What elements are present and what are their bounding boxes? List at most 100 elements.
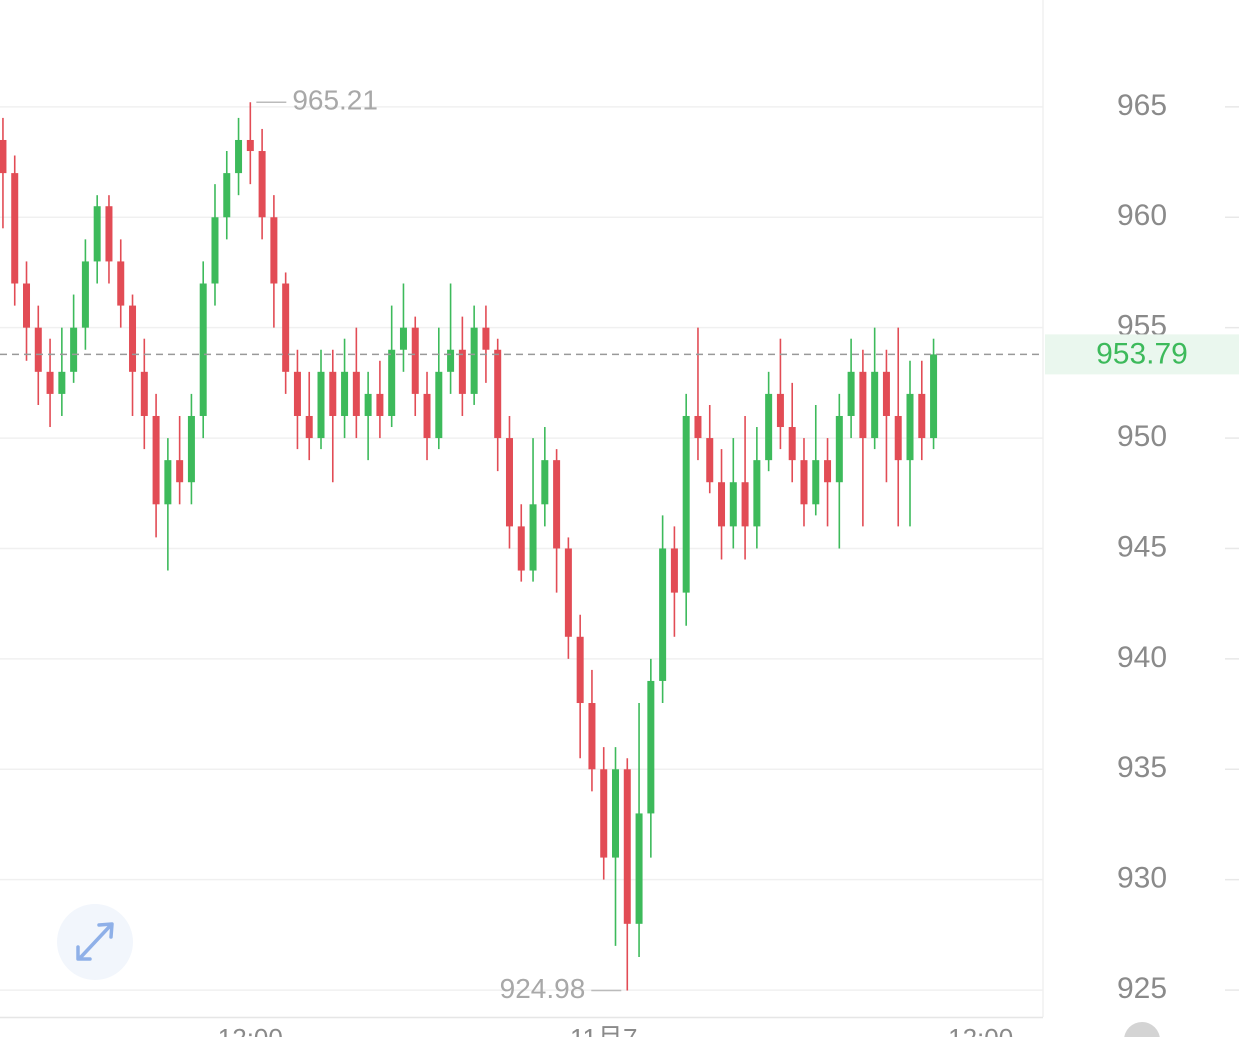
candle-body [388,349,396,416]
candle-body [718,482,726,527]
y-tick-label: 965 [1117,89,1167,122]
candle-body [918,393,926,439]
candle-body [399,327,407,350]
candle-body [258,151,266,218]
candle-body [694,415,702,439]
candle-body [564,548,572,637]
candle-body [612,769,620,858]
last-price-label: 953.79 [1096,337,1188,370]
plot-layer [0,102,1043,991]
candle-body [529,504,537,571]
candle-body [235,139,243,174]
y-tick-label: 935 [1117,751,1167,784]
candle-body [753,460,761,527]
candle-body [576,636,584,704]
candle-body [588,703,596,770]
candle-body [906,393,914,461]
candle-body [505,438,513,527]
candle-body [270,217,278,284]
candle-body [411,327,419,394]
candle-body [517,526,525,571]
candle-body [293,371,301,416]
candle-body [105,206,113,262]
candle-body [199,283,207,416]
candle-body [11,173,19,284]
candle-body [305,415,313,439]
candle-body [152,415,160,505]
candle-body [0,139,7,174]
candle-body [329,371,337,416]
y-tick-label: 950 [1117,420,1167,453]
candle-body [847,371,855,416]
candle-body [447,349,455,372]
last-price-box [1045,334,1239,375]
candle-body [882,371,890,416]
candle-body [776,393,784,428]
candle-body [930,354,938,439]
candle-body [670,548,678,593]
candle-body [223,173,231,218]
x-tick-label: 12:00 [948,1023,1013,1037]
x-tick-label: 11月7 [570,1023,637,1037]
candle-body [164,460,172,505]
candle-body [46,371,54,394]
candle-body [894,415,902,461]
candle-body [553,460,561,549]
candle-body [23,283,31,328]
candle-body [140,371,148,416]
candle-body [341,371,349,416]
y-tick-label: 925 [1117,972,1167,1005]
candle-body [352,371,360,416]
candle-body [458,349,466,394]
candle-body [317,371,325,439]
candle-body [282,283,290,372]
expand-button[interactable] [57,904,133,980]
candle-body [364,393,372,416]
candle-body [470,327,478,394]
candle-body [765,393,773,461]
candle-body [435,371,443,439]
candle-body [541,460,549,505]
candle-body [871,371,879,439]
candle-body [129,305,137,372]
candle-body [34,327,42,372]
candle-body [647,680,655,814]
y-tick-label: 945 [1117,530,1167,563]
x-tick-label: 12:00 [218,1023,283,1037]
candle-body [812,460,820,505]
candle-body [211,217,219,284]
candle-body [682,415,690,593]
candle-body [600,769,608,858]
y-tick-label: 960 [1117,199,1167,232]
candle-body [176,460,184,483]
candle-body [70,327,78,372]
candle-body [729,482,737,527]
candle-body [835,415,843,483]
candle-body [93,206,101,262]
candle-body [494,349,502,439]
candle-body [659,548,667,681]
candle-body [117,261,125,306]
y-tick-label: 940 [1117,641,1167,674]
candle-body [187,415,195,483]
candle-body [423,393,431,439]
candle-body [482,327,490,350]
scroll-handle[interactable] [1124,1022,1160,1037]
candle-body [635,813,643,924]
candle-body [246,139,254,152]
candle-body [58,371,66,394]
expand-icon [76,922,114,961]
y-tick-label: 930 [1117,862,1167,895]
candle-body [788,427,796,461]
candle-body [376,393,384,416]
candle-body [800,460,808,505]
candle-body [706,438,714,483]
candle-body [824,460,832,483]
max-price-label: 965.21 [292,85,378,116]
candle-body [623,769,631,924]
candle-body [859,371,867,439]
min-price-label: 924.98 [500,973,586,1004]
